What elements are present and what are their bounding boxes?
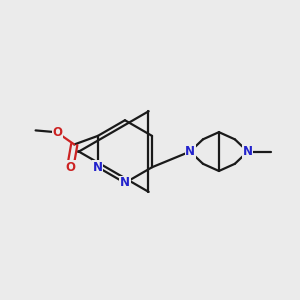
Text: N: N [93, 161, 103, 174]
Text: N: N [120, 176, 130, 189]
Text: O: O [66, 160, 76, 173]
Text: N: N [185, 145, 195, 158]
Text: O: O [53, 126, 63, 139]
Text: N: N [243, 145, 253, 158]
